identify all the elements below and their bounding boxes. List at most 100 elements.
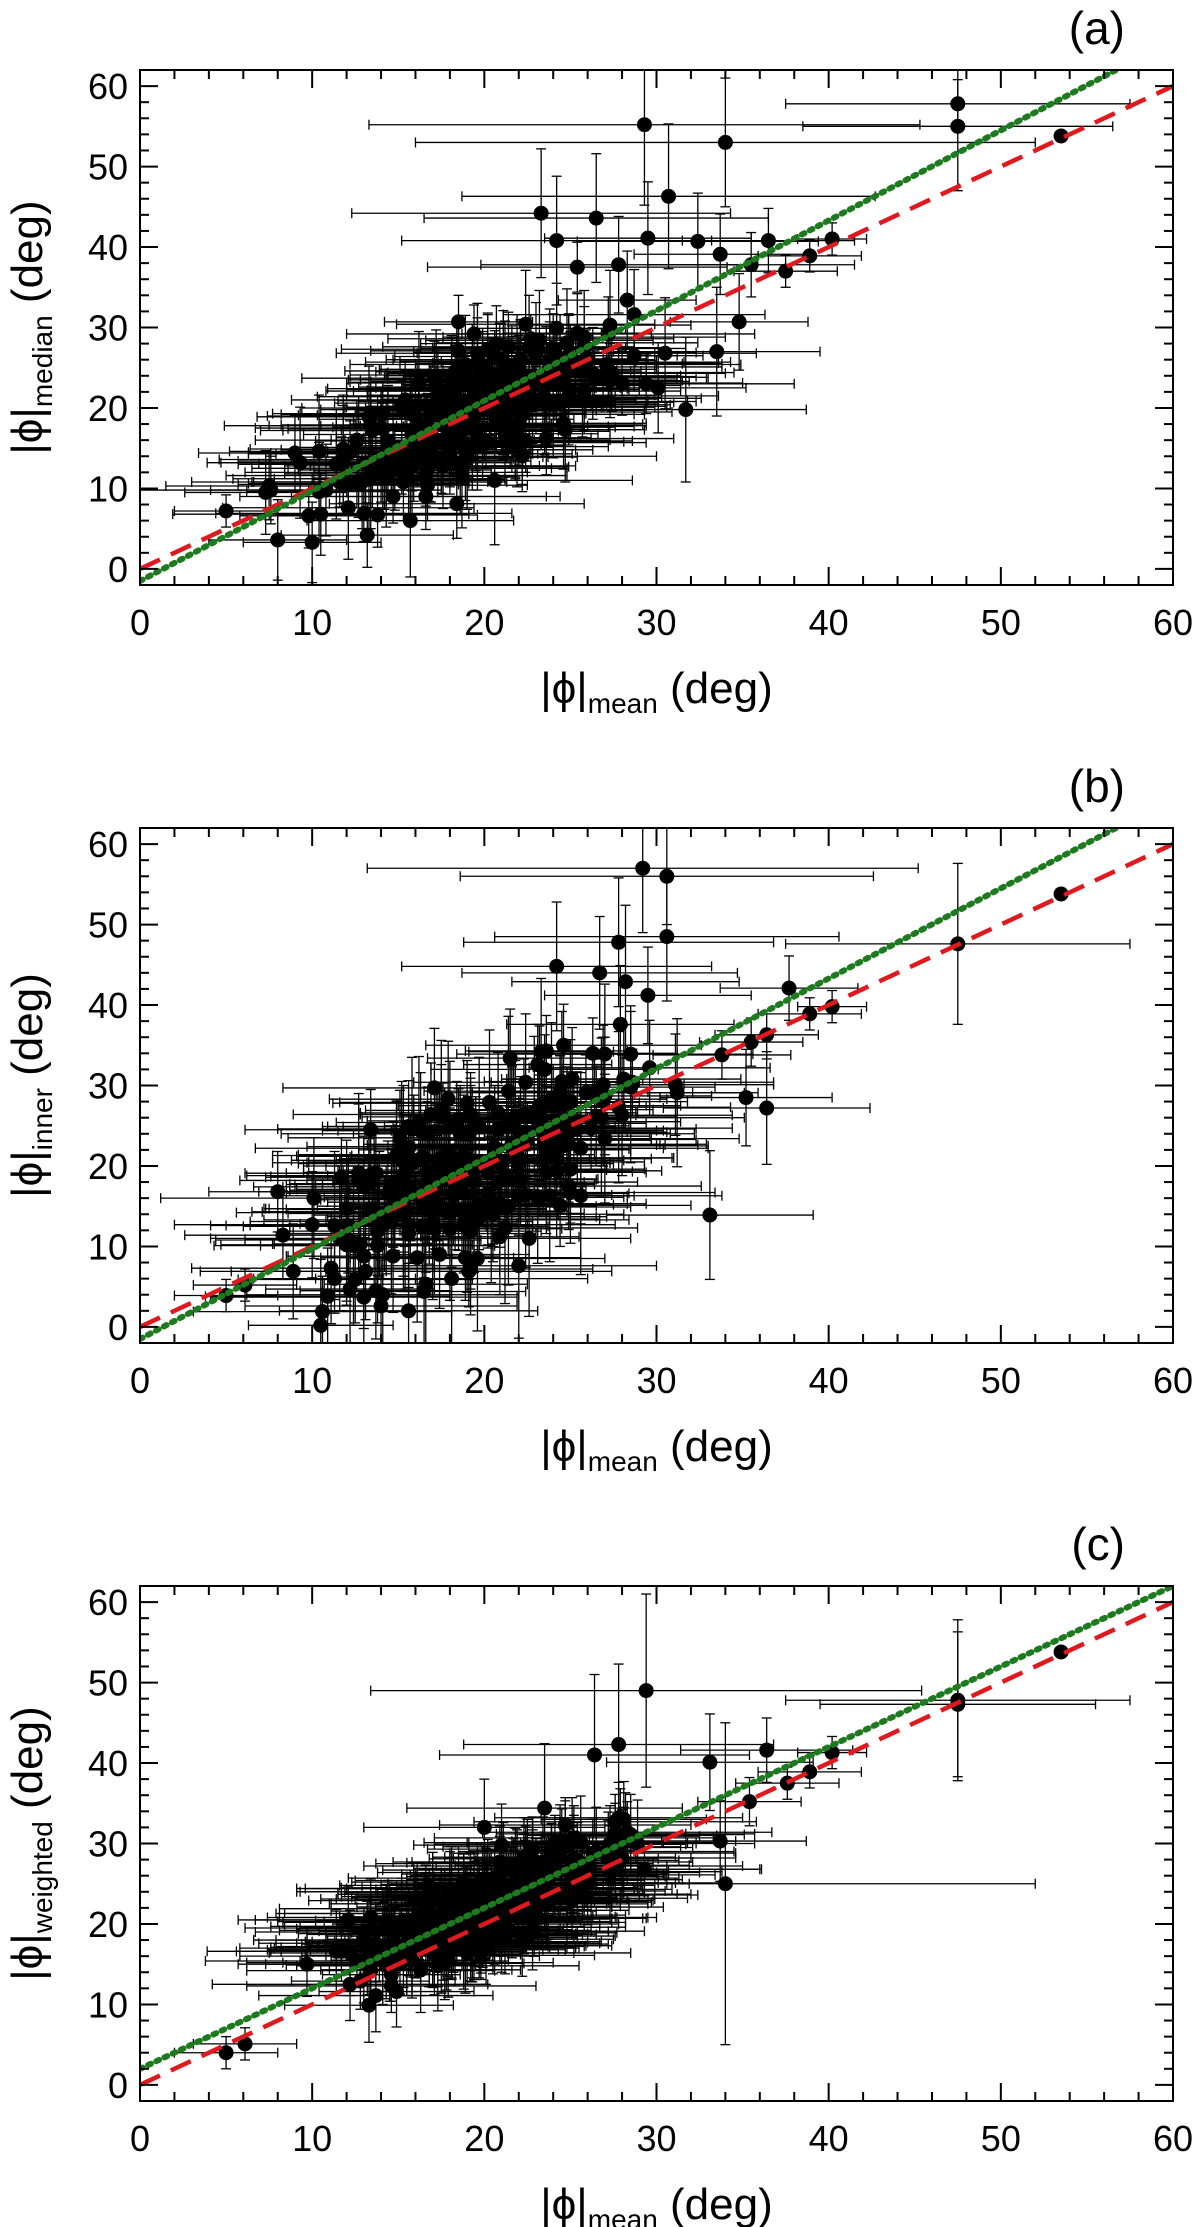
- data-point: [463, 1106, 479, 1122]
- data-point: [573, 1140, 589, 1156]
- data-point: [504, 439, 520, 455]
- data-point: [442, 446, 458, 462]
- ticks: [139, 828, 1174, 1343]
- data-point: [678, 402, 694, 418]
- data-point: [585, 1045, 601, 1061]
- data-point: [449, 496, 465, 512]
- data-point: [313, 1317, 329, 1333]
- one-to-one-line: [140, 842, 1173, 1329]
- data-point: [481, 1094, 497, 1110]
- data-point: [738, 1090, 754, 1106]
- x-tick-label: 0: [130, 1360, 150, 1401]
- data-point: [409, 1250, 425, 1266]
- data-point: [339, 1201, 355, 1217]
- data-point: [659, 868, 675, 884]
- data-point: [442, 1119, 458, 1135]
- data-point: [406, 1155, 422, 1171]
- y-tick-label: 0: [108, 549, 128, 590]
- data-point: [588, 210, 604, 226]
- y-axis-label: |ϕ|median (deg): [3, 200, 58, 454]
- plot-area: [140, 1586, 1173, 2087]
- x-axis-label: |ϕ|mean (deg): [540, 664, 773, 719]
- data-point: [395, 474, 411, 490]
- data-point: [285, 1263, 301, 1279]
- data-point: [712, 246, 728, 262]
- data-point: [445, 430, 461, 446]
- data-points: [218, 860, 1069, 1333]
- data-point: [781, 980, 797, 996]
- data-point: [485, 1203, 501, 1219]
- data-point: [640, 230, 656, 246]
- data-point: [373, 406, 389, 422]
- data-point: [556, 373, 572, 389]
- data-point: [492, 366, 508, 382]
- data-point: [562, 1185, 578, 1201]
- one-to-one-line: [140, 84, 1173, 571]
- data-point: [569, 325, 585, 341]
- data-point: [423, 449, 439, 465]
- data-point: [358, 1263, 374, 1279]
- data-point: [592, 965, 608, 981]
- data-point: [500, 339, 516, 355]
- data-point: [432, 1246, 448, 1262]
- data-point: [542, 1188, 558, 1204]
- panel-label: (a): [1069, 2, 1125, 54]
- data-point: [635, 860, 651, 876]
- data-point: [495, 418, 511, 434]
- data-point: [556, 1037, 572, 1053]
- y-tick-label: 40: [88, 985, 128, 1026]
- data-point: [356, 1248, 372, 1264]
- y-tick-label: 20: [88, 388, 128, 429]
- data-point: [402, 513, 418, 529]
- data-point: [218, 503, 234, 519]
- data-point: [370, 1238, 386, 1254]
- data-point: [452, 459, 468, 475]
- x-tick-label: 30: [636, 602, 676, 643]
- x-axis-label: |ϕ|mean (deg): [540, 1422, 773, 1477]
- data-point: [518, 1074, 534, 1090]
- data-point: [342, 1281, 358, 1297]
- data-point: [469, 354, 485, 370]
- data-point: [451, 343, 467, 359]
- y-tick-label: 0: [108, 1307, 128, 1348]
- data-point: [611, 934, 627, 950]
- y-tick-label: 10: [88, 1226, 128, 1267]
- data-point: [301, 508, 317, 524]
- data-point: [413, 1123, 429, 1139]
- data-point: [363, 1122, 379, 1138]
- data-point: [597, 1131, 613, 1147]
- data-point: [511, 1258, 527, 1274]
- data-point: [554, 1098, 570, 1114]
- fit-line: [140, 828, 1123, 1342]
- data-point: [495, 397, 511, 413]
- data-point: [690, 233, 706, 249]
- data-point: [351, 476, 367, 492]
- data-point: [304, 534, 320, 550]
- x-tick-label: 60: [1153, 1360, 1193, 1401]
- data-point: [537, 1151, 553, 1167]
- y-tick-label: 50: [88, 147, 128, 188]
- x-tick-label: 40: [809, 1360, 849, 1401]
- data-point: [636, 117, 652, 133]
- data-point: [394, 400, 410, 416]
- data-point: [499, 1171, 515, 1187]
- data-point: [378, 464, 394, 480]
- data-point: [702, 1207, 718, 1223]
- data-point: [569, 259, 585, 275]
- x-tick-label: 50: [981, 1360, 1021, 1401]
- data-point: [759, 1100, 775, 1116]
- data-point: [306, 1190, 322, 1206]
- data-point: [387, 1182, 403, 1198]
- data-point: [593, 1110, 609, 1126]
- data-point: [487, 472, 503, 488]
- data-point: [444, 1204, 460, 1220]
- data-point: [717, 134, 733, 150]
- data-point: [490, 1121, 506, 1137]
- data-point: [480, 1185, 496, 1201]
- data-point: [275, 1227, 291, 1243]
- data-point: [1053, 886, 1069, 902]
- data-point: [549, 1137, 565, 1153]
- data-point: [514, 448, 530, 464]
- data-point: [469, 430, 485, 446]
- data-point: [333, 1169, 349, 1185]
